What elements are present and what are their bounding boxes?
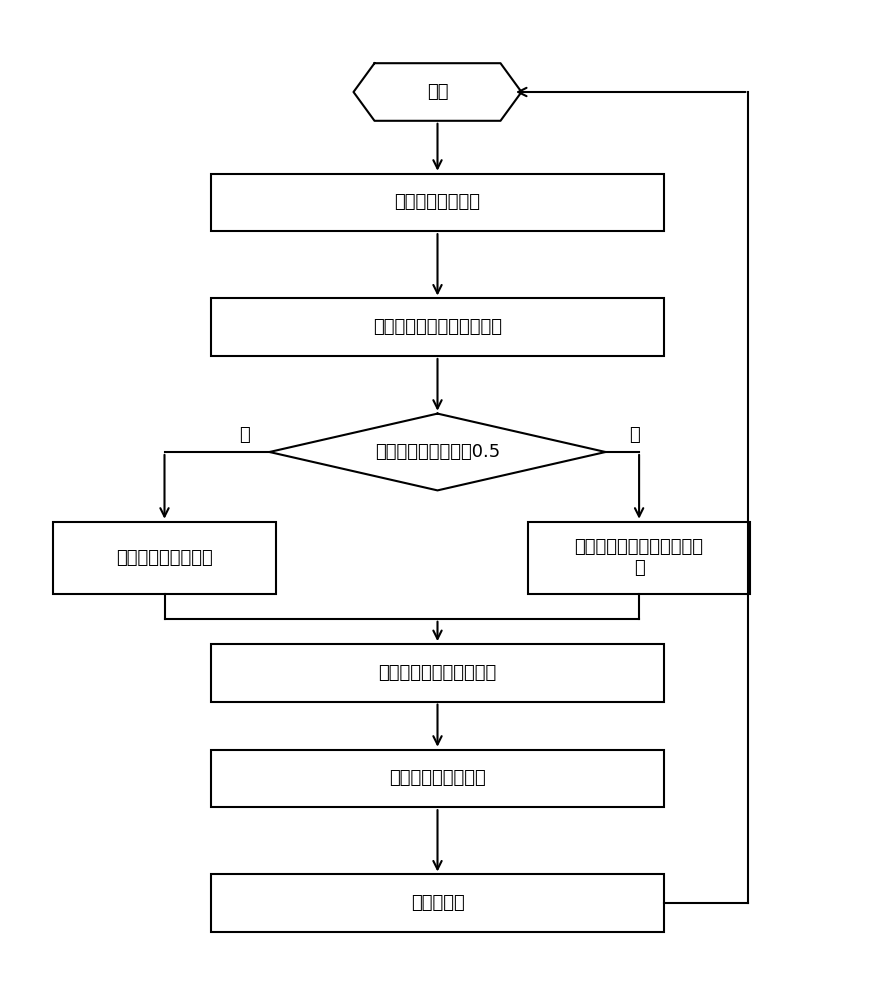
Bar [528,522,751,594]
Bar [211,298,664,356]
Text: 获取相关交通数据: 获取相关交通数据 [395,193,480,211]
Polygon shape [270,414,606,490]
Text: 计算子系统周期和绿信比: 计算子系统周期和绿信比 [378,664,497,682]
Polygon shape [354,63,522,121]
Text: 判断关联度是否大于0.5: 判断关联度是否大于0.5 [374,443,500,461]
Text: 子系统双向绿波控制: 子系统双向绿波控制 [389,769,486,787]
Bar [53,522,276,594]
Text: 开始: 开始 [427,83,448,101]
Text: 自身划为一个子系统: 自身划为一个子系统 [116,549,213,567]
Bar [211,644,664,702]
Text: 计算相邻交叉口间的关联度: 计算相邻交叉口间的关联度 [373,318,502,336]
Text: 否: 否 [239,426,249,444]
Text: 检测与调整: 检测与调整 [410,894,465,912]
Text: 与相邻交叉口划为一个子系
统: 与相邻交叉口划为一个子系 统 [575,538,704,577]
Bar [211,750,664,807]
Bar [211,874,664,932]
Bar [211,174,664,231]
Text: 是: 是 [629,426,640,444]
